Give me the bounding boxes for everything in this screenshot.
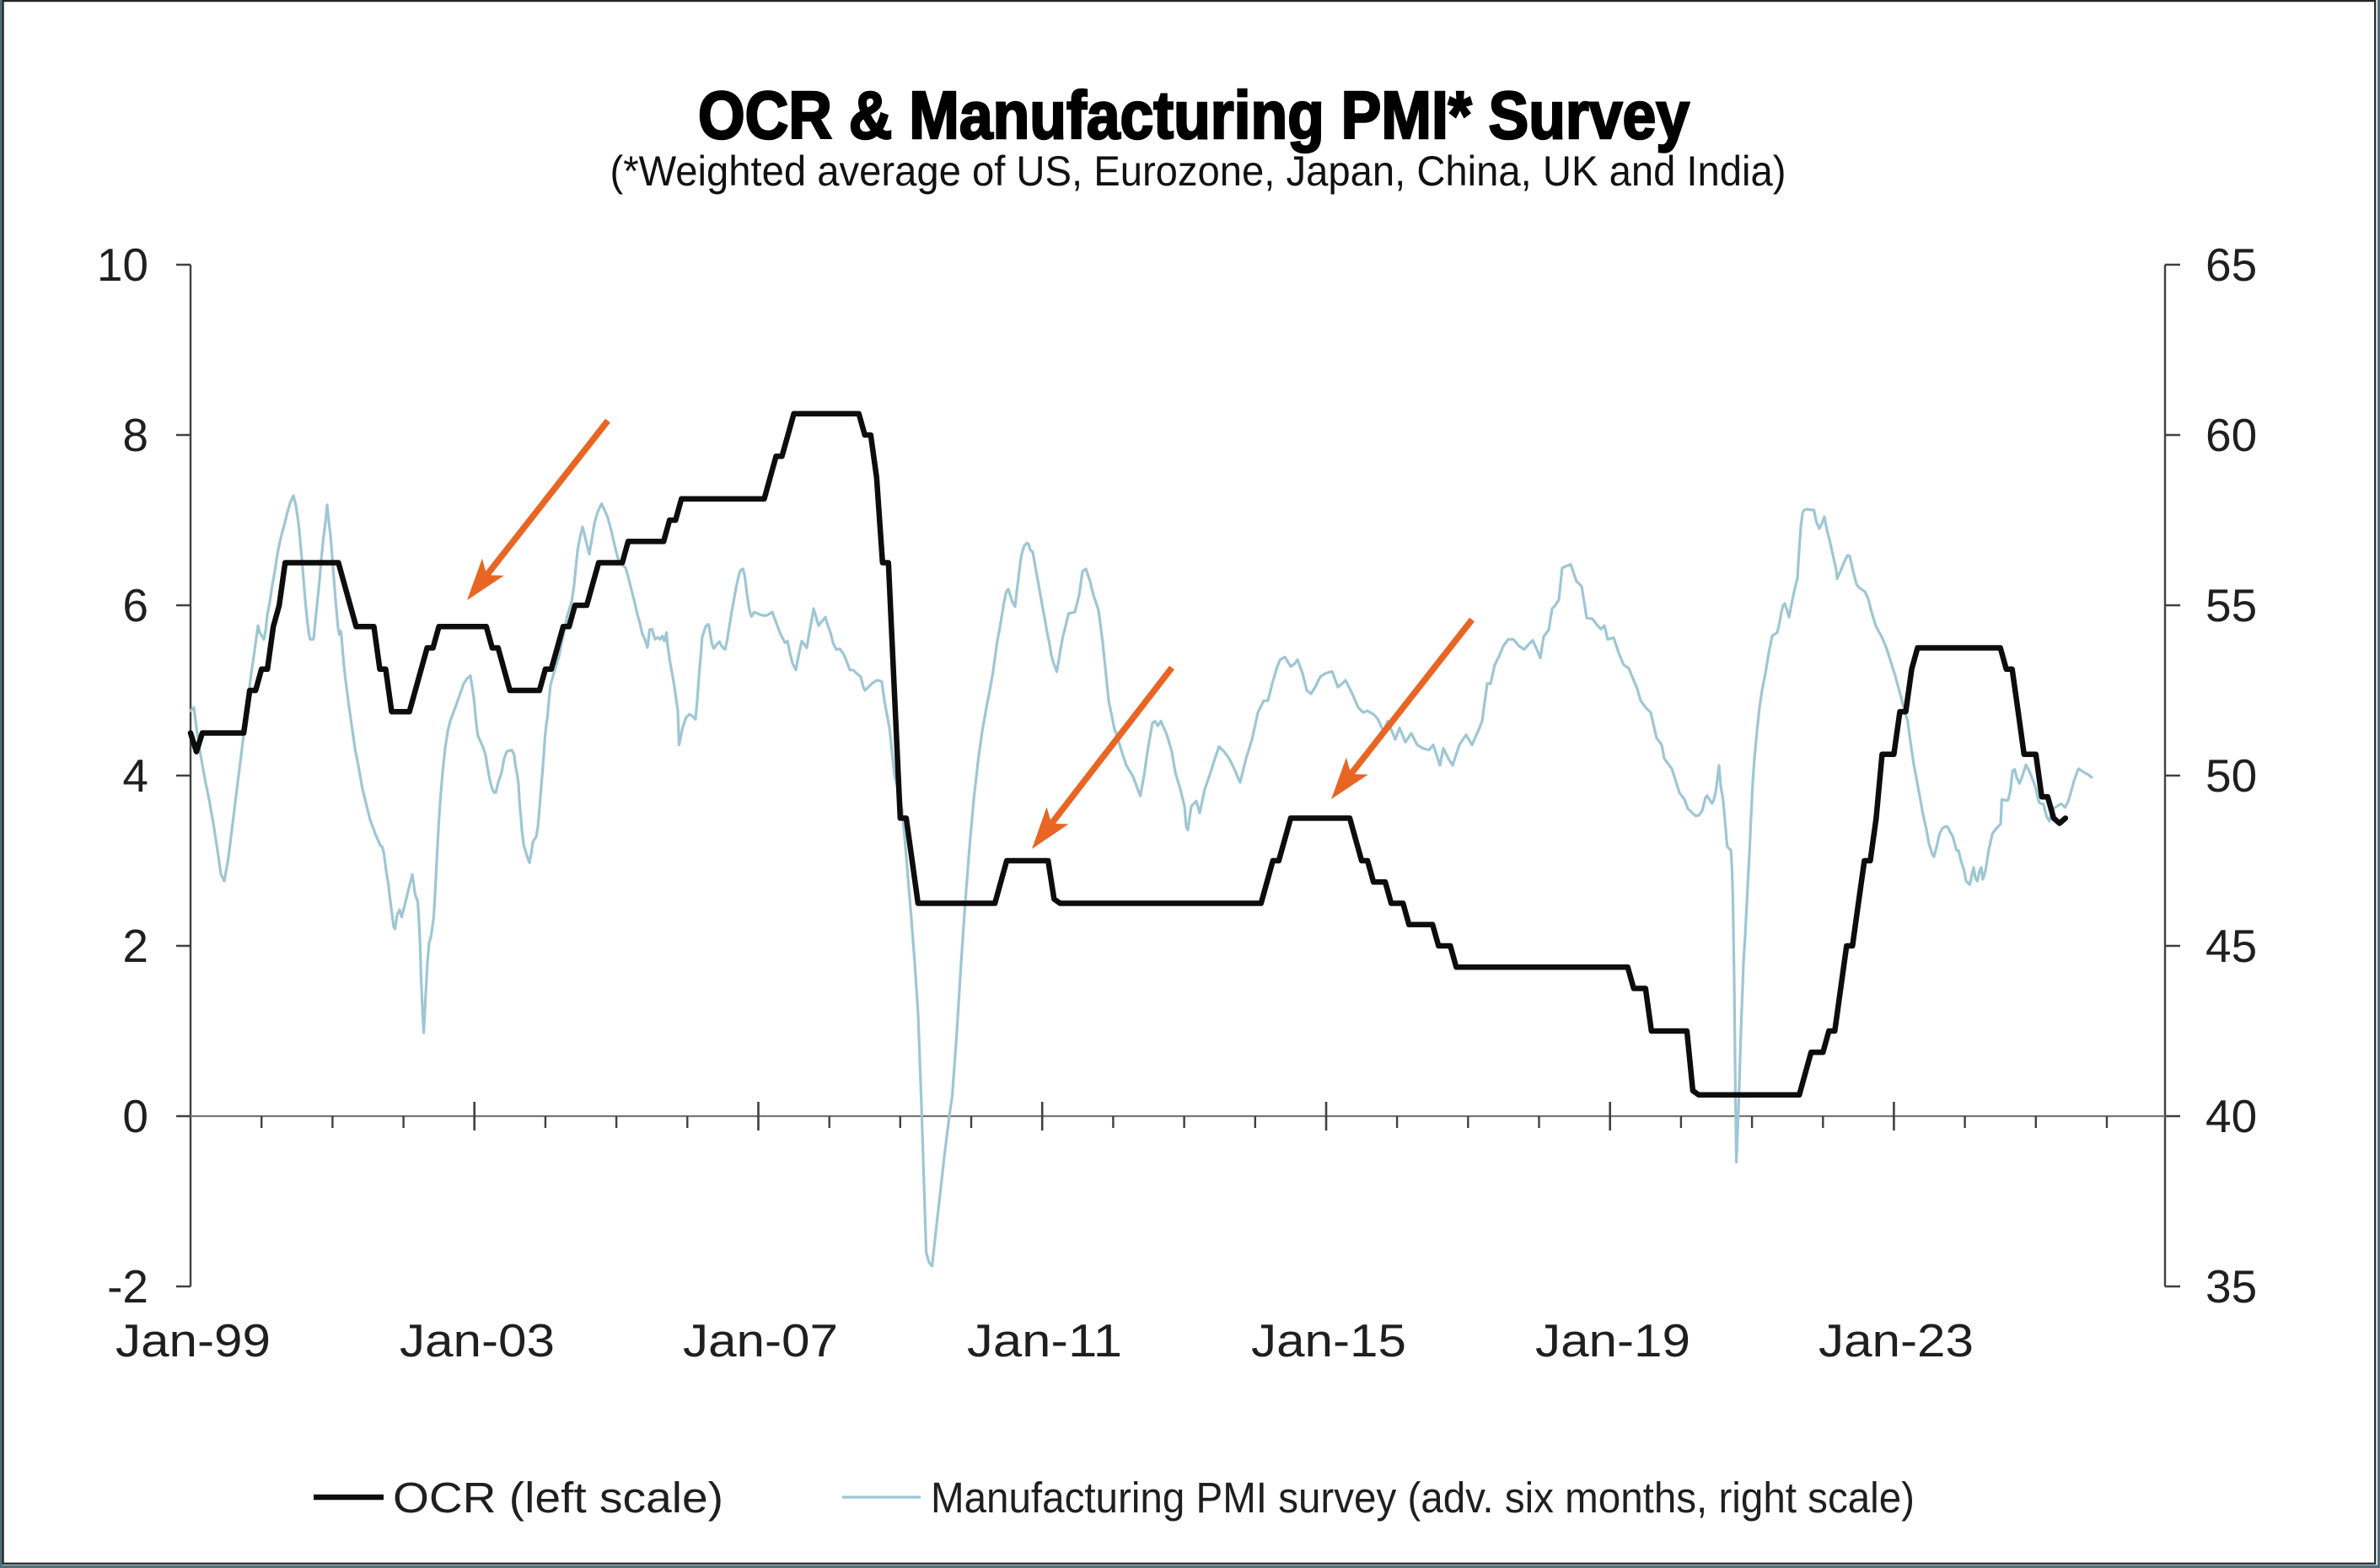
svg-text:-2: -2 [107, 1260, 148, 1313]
svg-text:Jan-99: Jan-99 [116, 1314, 271, 1367]
svg-text:8: 8 [122, 409, 148, 461]
svg-text:2: 2 [122, 920, 148, 972]
svg-text:40: 40 [2205, 1090, 2257, 1142]
svg-text:Jan-23: Jan-23 [1819, 1314, 1974, 1367]
svg-text:35: 35 [2205, 1260, 2257, 1313]
svg-text:50: 50 [2205, 749, 2257, 802]
svg-text:Jan-11: Jan-11 [967, 1314, 1122, 1367]
svg-text:65: 65 [2205, 239, 2257, 291]
svg-text:Jan-07: Jan-07 [683, 1314, 838, 1367]
svg-text:0: 0 [122, 1090, 148, 1142]
svg-text:Jan-03: Jan-03 [400, 1314, 555, 1367]
svg-text:55: 55 [2205, 579, 2257, 631]
svg-text:OCR (left scale): OCR (left scale) [393, 1474, 723, 1522]
svg-text:Jan-15: Jan-15 [1251, 1314, 1406, 1367]
svg-text:60: 60 [2205, 409, 2257, 461]
svg-text:10: 10 [97, 239, 148, 291]
svg-text:6: 6 [122, 579, 148, 631]
svg-text:45: 45 [2205, 920, 2257, 972]
svg-text:(*Weighted average of US, Euro: (*Weighted average of US, Eurozone, Japa… [610, 148, 1786, 195]
svg-text:OCR & Manufacturing PMI* Surve: OCR & Manufacturing PMI* Survey [698, 78, 1690, 153]
svg-text:4: 4 [122, 749, 148, 802]
svg-text:Jan-19: Jan-19 [1535, 1314, 1690, 1367]
svg-text:Manufacturing PMI survey (adv.: Manufacturing PMI survey (adv. six month… [931, 1474, 1915, 1522]
